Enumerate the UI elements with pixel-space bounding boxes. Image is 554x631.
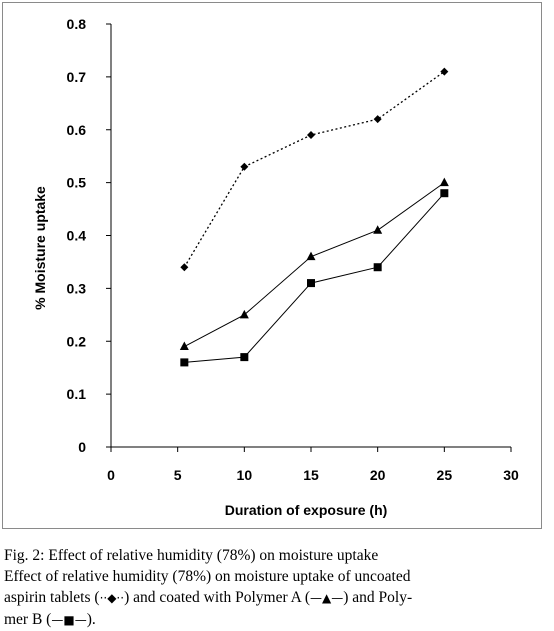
x-tick-label: 15 — [303, 467, 319, 483]
y-tick-label: 0.4 — [67, 228, 87, 244]
caption-text: mer B ( — [4, 611, 52, 628]
data-point-triangle — [306, 251, 316, 261]
axes: 0 0.1 0.2 0.3 0.4 0.5 0.6 0.7 0.8 0 5 10 15 20 25 30 — [67, 16, 519, 483]
data-point-diamond — [240, 162, 249, 171]
y-tick-label: 0.1 — [67, 386, 87, 402]
y-tick-label: 0.8 — [67, 16, 87, 32]
chart-frame: 0 0.1 0.2 0.3 0.4 0.5 0.6 0.7 0.8 0 5 10 15 20 25 30 Du… — [2, 2, 542, 529]
data-point-diamond — [307, 131, 315, 140]
caption-line-4: mer B (—■—). — [4, 609, 550, 631]
y-tick-label: 0.7 — [67, 69, 87, 85]
data-point-diamond — [180, 263, 189, 272]
y-tick-label: 0 — [78, 439, 86, 455]
data-point-triangle — [373, 225, 383, 234]
data-point-square — [240, 353, 249, 362]
x-tick-label: 10 — [237, 467, 253, 483]
x-tick-label: 0 — [107, 467, 115, 483]
x-axis-title: Duration of exposure (h) — [225, 502, 388, 518]
polymer-b-series-symbol: —■— — [51, 613, 87, 627]
data-point-square — [307, 279, 315, 288]
data-point-square — [373, 263, 382, 272]
data-point-triangle — [239, 309, 249, 319]
series-3 — [180, 189, 449, 367]
y-tick-label: 0.5 — [67, 175, 87, 191]
series-1 — [180, 67, 449, 272]
series-layer — [179, 67, 449, 367]
series-3-line — [184, 192, 445, 363]
series-1-line — [183, 71, 445, 268]
data-point-diamond — [373, 115, 382, 124]
uncoated-series-symbol: ··◆·· — [99, 591, 125, 605]
x-tick-label: 30 — [503, 467, 519, 483]
series-2-line — [184, 182, 445, 347]
y-tick-label: 0.2 — [67, 333, 87, 349]
data-point-diamond — [440, 67, 449, 76]
data-point-square — [440, 189, 449, 198]
caption-text: aspirin tablets ( — [4, 589, 100, 606]
polymer-a-series-symbol: —▲— — [310, 591, 344, 605]
caption-text: ) and Poly- — [343, 589, 413, 606]
x-tick-label: 20 — [370, 467, 386, 483]
figure-caption: Fig. 2: Effect of relative humidity (78%… — [4, 545, 550, 631]
y-tick-label: 0.6 — [67, 122, 87, 138]
data-point-triangle — [179, 341, 189, 351]
data-point-square — [180, 358, 189, 367]
caption-text: ) and coated with Polymer A ( — [124, 589, 311, 606]
chart: 0 0.1 0.2 0.3 0.4 0.5 0.6 0.7 0.8 0 5 10 15 20 25 30 Du… — [32, 16, 519, 518]
y-axis-title: % Moisture uptake — [32, 186, 48, 310]
x-tick-label: 5 — [174, 467, 182, 483]
caption-text: ). — [86, 611, 96, 628]
x-tick-label: 25 — [437, 467, 453, 483]
data-point-triangle — [439, 177, 449, 187]
y-tick-label: 0.3 — [67, 280, 87, 296]
caption-line-2: Effect of relative humidity (78%) on moi… — [4, 568, 411, 585]
caption-line-1: Fig. 2: Effect of relative humidity (78%… — [4, 547, 379, 564]
series-2 — [179, 177, 449, 351]
caption-line-3: aspirin tablets (··◆··) and coated with … — [4, 587, 550, 609]
